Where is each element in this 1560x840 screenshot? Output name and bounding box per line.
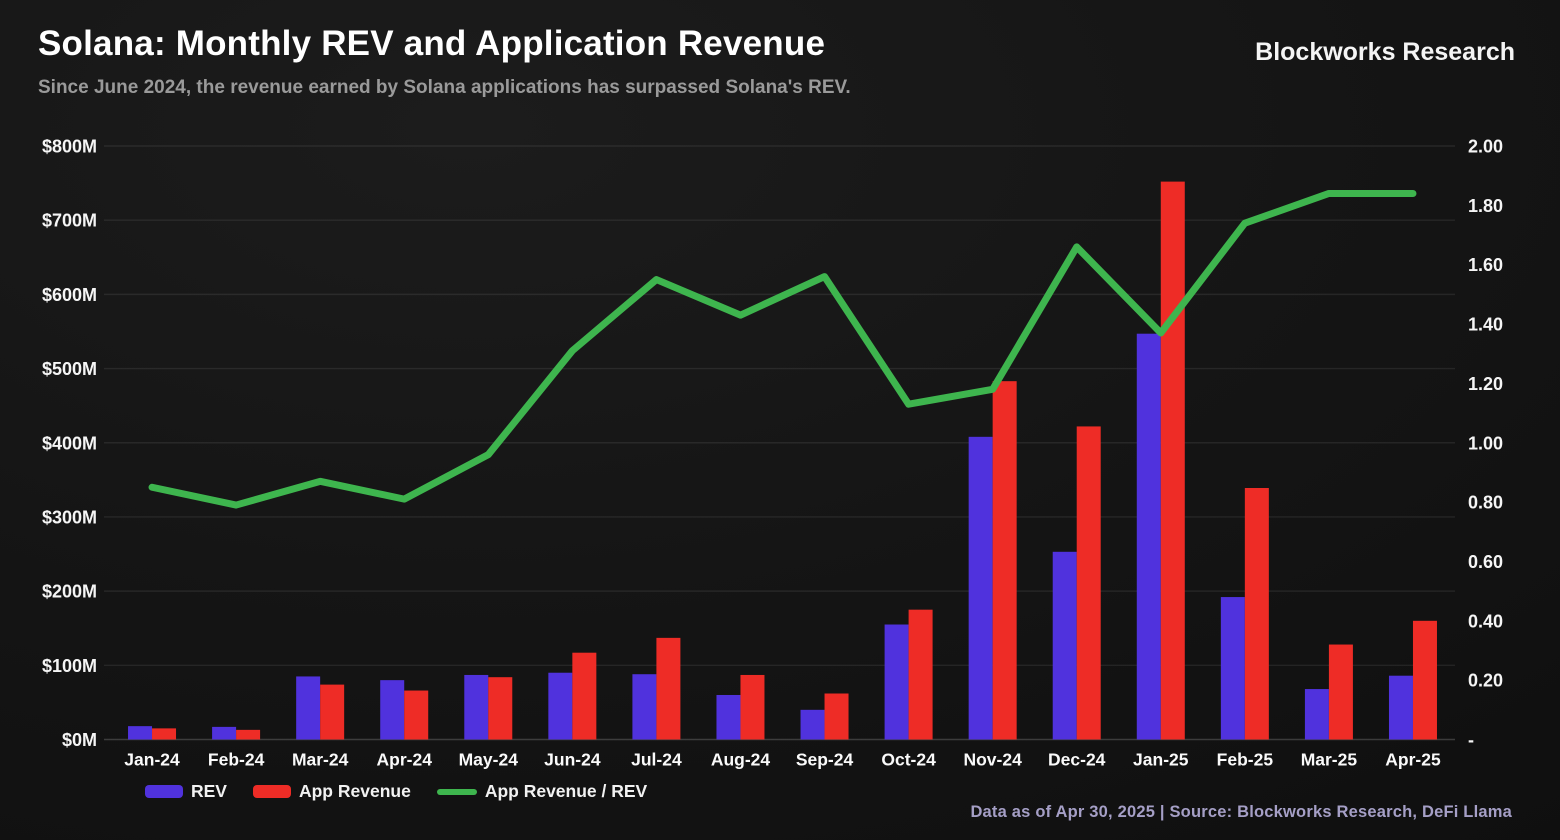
rev-bar-Jan-25 (1136, 333, 1161, 740)
app-revenue-bar-Apr-25 (1412, 620, 1437, 740)
x-axis-label-Apr-25: Apr-25 (1385, 750, 1441, 770)
chart-subtitle: Since June 2024, the revenue earned by S… (38, 77, 851, 98)
left-axis-tick-label: $500M (42, 359, 97, 379)
rev-bar-Nov-24 (968, 436, 993, 740)
left-axis-tick-label: $800M (42, 137, 97, 157)
x-axis-label-Jul-24: Jul-24 (631, 750, 682, 770)
left-axis-tick-label: $700M (42, 211, 97, 231)
app-revenue-bar-Feb-25 (1244, 488, 1269, 740)
app-revenue-bar-Apr-24 (404, 690, 429, 740)
left-axis-tick-label: $0M (62, 730, 97, 750)
left-axis-tick-label: $100M (42, 656, 97, 676)
legend-swatch-rev (145, 785, 183, 798)
x-axis-label-Oct-24: Oct-24 (881, 750, 936, 770)
app-revenue-bar-Oct-24 (908, 609, 933, 740)
rev-bar-Aug-24 (716, 694, 741, 740)
x-axis-label-Mar-25: Mar-25 (1301, 750, 1358, 770)
x-axis-label-May-24: May-24 (459, 750, 519, 770)
rev-bar-Jun-24 (548, 672, 573, 740)
chart-header: Solana: Monthly REV and Application Reve… (38, 24, 1520, 99)
right-axis-tick-label: 1.20 (1468, 374, 1503, 394)
legend-item-app-revenue: App Revenue (252, 781, 411, 802)
app-revenue-bar-Jan-25 (1160, 181, 1185, 740)
app-revenue-bar-Nov-24 (992, 381, 1017, 740)
right-axis-tick-label: 1.80 (1468, 196, 1503, 216)
rev-bar-Sep-24 (800, 709, 825, 740)
app-revenue-bar-Mar-25 (1328, 644, 1353, 740)
rev-bar-Dec-24 (1052, 551, 1077, 740)
rev-bar-Jan-24 (128, 726, 153, 740)
legend-label-rev: REV (191, 781, 227, 801)
app-revenue-bar-Feb-24 (236, 729, 261, 740)
x-axis-label-Apr-24: Apr-24 (377, 750, 433, 770)
rev-bar-Oct-24 (884, 624, 909, 740)
left-axis-tick-label: $200M (42, 582, 97, 602)
rev-bar-Jul-24 (632, 674, 657, 740)
x-axis-label-Feb-25: Feb-25 (1217, 750, 1274, 770)
app-revenue-bar-Jun-24 (572, 652, 597, 740)
legend-swatch-app-revenue-rev (436, 788, 477, 795)
left-axis-tick-label: $600M (42, 285, 97, 305)
chart-legend: REV App Revenue App Revenue / REV (145, 781, 647, 802)
x-axis-label-Aug-24: Aug-24 (711, 750, 771, 770)
footer-source-note: Data as of Apr 30, 2025 | Source: Blockw… (970, 803, 1512, 821)
app-revenue-bar-Jul-24 (656, 637, 681, 740)
rev-bar-Apr-24 (380, 680, 405, 740)
right-axis-tick-label: 1.00 (1468, 433, 1503, 453)
legend-label-app-revenue: App Revenue (298, 781, 411, 801)
legend-item-rev: REV (145, 781, 227, 802)
x-axis-label-Dec-24: Dec-24 (1048, 750, 1106, 770)
app-revenue-bar-May-24 (488, 677, 513, 740)
app-revenue-bar-Mar-24 (320, 684, 345, 740)
rev-bar-Mar-25 (1304, 689, 1329, 740)
x-axis-label-Jan-24: Jan-24 (124, 750, 180, 770)
right-axis-tick-label: 0.20 (1468, 671, 1503, 691)
rev-bar-Apr-25 (1388, 675, 1413, 740)
x-axis-label-Jan-25: Jan-25 (1133, 750, 1189, 770)
legend-label-app-revenue-rev: App Revenue / REV (484, 781, 648, 801)
right-axis-tick-label: 2.00 (1468, 137, 1503, 157)
right-axis-tick-label: 0.80 (1468, 493, 1503, 513)
ratio-line (148, 189, 1417, 509)
x-axis-label-Nov-24: Nov-24 (963, 750, 1022, 770)
app-revenue-bar-Jan-24 (152, 728, 177, 740)
chart-title: Solana: Monthly REV and Application Reve… (38, 24, 826, 63)
legend-item-app-revenue-rev: App Revenue / REV (436, 781, 648, 802)
rev-bar-Feb-25 (1220, 597, 1245, 740)
right-axis-tick-label: 1.40 (1468, 315, 1503, 335)
x-axis-label-Jun-24: Jun-24 (544, 750, 601, 770)
app-revenue-bar-Dec-24 (1076, 426, 1101, 740)
x-axis-label-Sep-24: Sep-24 (796, 750, 854, 770)
right-axis-tick-label: 0.40 (1468, 611, 1503, 631)
right-axis-tick-label: 1.60 (1468, 255, 1503, 275)
rev-bar-Mar-24 (296, 676, 321, 740)
left-axis-tick-label: $400M (42, 433, 97, 453)
x-axis-label-Feb-24: Feb-24 (208, 750, 265, 770)
left-axis-tick-label: $300M (42, 507, 97, 527)
legend-swatch-app-revenue (252, 785, 291, 798)
rev-bar-Feb-24 (212, 726, 237, 740)
app-revenue-bar-Aug-24 (740, 674, 765, 740)
right-axis-tick-label: - (1468, 730, 1474, 750)
rev-bar-May-24 (464, 674, 489, 740)
app-revenue-bar-Sep-24 (824, 693, 849, 740)
x-axis-label-Mar-24: Mar-24 (292, 750, 349, 770)
brand-wordmark: Blockworks Research (1255, 38, 1515, 66)
right-axis-tick-label: 0.60 (1468, 552, 1503, 572)
